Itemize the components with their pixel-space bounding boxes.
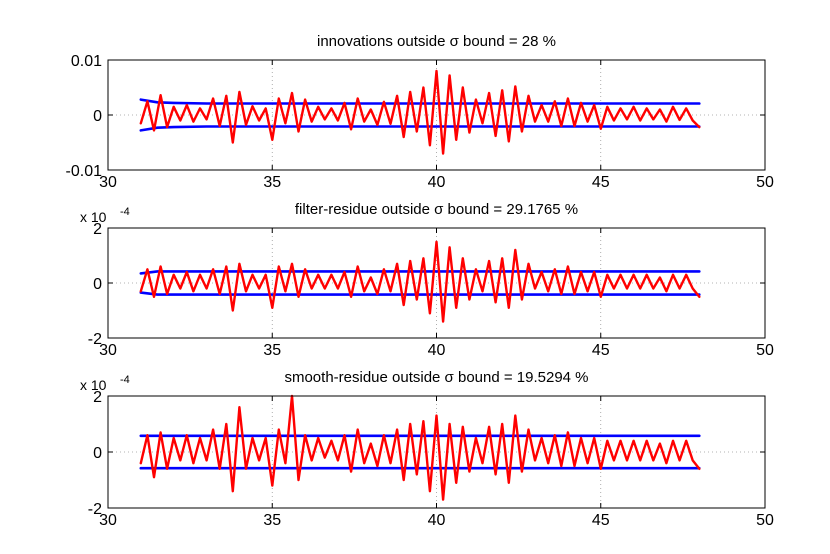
subplot-innovations: 30 35 40 45 50 -0.01 0 0.01 innovations outside … — [66, 33, 774, 191]
x-tick-label: 35 — [263, 512, 281, 529]
y-tick-label: 0 — [93, 445, 102, 462]
axis-multiplier: x 10 — [80, 209, 107, 225]
subplot-title: filter-residue outside σ bound = 29.1765… — [295, 201, 578, 218]
x-tick-label: 35 — [263, 342, 281, 359]
x-tick-label: 45 — [592, 174, 610, 191]
x-tick-label: 30 — [99, 342, 117, 359]
subplot-title: smooth-residue outside σ bound = 19.5294… — [284, 369, 588, 386]
x-tick-label: 45 — [592, 342, 610, 359]
axis-multiplier-exponent: -4 — [120, 206, 130, 218]
x-tick-label: 45 — [592, 512, 610, 529]
y-tick-label: 2 — [93, 221, 102, 238]
x-tick-label: 50 — [756, 174, 774, 191]
y-tick-label: -2 — [88, 331, 102, 348]
signal-line — [139, 69, 701, 155]
x-tick-label: 40 — [428, 174, 446, 191]
x-tick-label: 30 — [99, 174, 117, 191]
signal-line — [139, 394, 701, 501]
subplot-title: innovations outside σ bound = 28 % — [317, 33, 556, 50]
x-tick-label: 50 — [756, 512, 774, 529]
x-tick-label: 50 — [756, 342, 774, 359]
y-tick-label: 0 — [93, 276, 102, 293]
y-tick-label: 0 — [93, 108, 102, 125]
x-tick-label: 40 — [428, 342, 446, 359]
y-tick-label: 2 — [93, 389, 102, 406]
y-tick-label: 0.01 — [71, 53, 102, 70]
lower-bound-line — [139, 291, 701, 296]
signal-line — [139, 240, 701, 323]
x-tick-label: 40 — [428, 512, 446, 529]
y-tick-label: -0.01 — [66, 163, 103, 180]
lower-bound-line — [139, 125, 701, 132]
subplot-smooth-residue: 30 35 40 45 50 -2 0 2x 10 -4 smooth-residue outsi… — [80, 369, 774, 529]
x-tick-label: 30 — [99, 512, 117, 529]
y-tick-label: -2 — [88, 501, 102, 518]
axis-multiplier: x 10 — [80, 377, 107, 393]
x-tick-label: 35 — [263, 174, 281, 191]
axis-multiplier-exponent: -4 — [120, 374, 130, 386]
subplot-filter-residue: 30 35 40 45 50 -2 0 2x 10 -4 filter-residue outsi… — [80, 201, 774, 359]
